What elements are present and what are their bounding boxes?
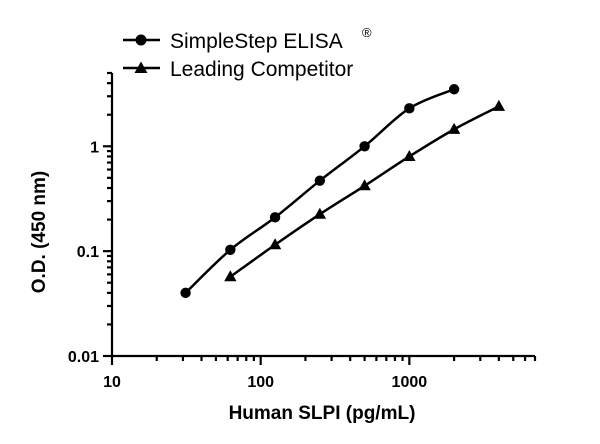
axes: 10 100 1000 0.01 0.1 1 — [68, 71, 537, 391]
y-axis-title: O.D. (450 nm) — [29, 171, 50, 293]
x-tick-label: 1000 — [392, 374, 428, 391]
legend-marker-competitor — [134, 61, 148, 73]
series-layer — [180, 84, 506, 299]
y-tick-label: 1 — [90, 139, 99, 156]
series-1-point — [492, 99, 506, 111]
series-1-point — [224, 270, 237, 282]
legend-label-simplestep: SimpleStep ELISA — [170, 30, 343, 53]
series-1-point — [447, 122, 461, 134]
series-0-point — [269, 212, 281, 223]
series-0-point — [448, 84, 460, 95]
y-tick-label: 0.01 — [68, 349, 99, 366]
legend-label-competitor: Leading Competitor — [170, 58, 353, 81]
legend: SimpleStep ELISA ® Leading Competitor — [123, 25, 372, 81]
series-0-point — [180, 287, 191, 299]
y-tick-label: 0.1 — [77, 244, 99, 261]
series-1-point — [403, 149, 416, 161]
legend-label-simplestep-sup: ® — [362, 25, 372, 40]
series-0-point — [359, 141, 370, 152]
series-0-point — [225, 244, 236, 255]
x-axis-title: Human SLPI (pg/mL) — [229, 403, 416, 424]
series-0-line — [184, 88, 455, 294]
series-0-point — [314, 175, 326, 186]
series-1-point — [313, 207, 327, 219]
x-tick-label: 10 — [103, 374, 121, 391]
series-0-point — [404, 103, 415, 114]
series-1-point — [268, 238, 282, 250]
series-1-point — [358, 179, 371, 191]
x-tick-label: 100 — [247, 374, 274, 391]
legend-marker-simplestep — [135, 34, 147, 46]
